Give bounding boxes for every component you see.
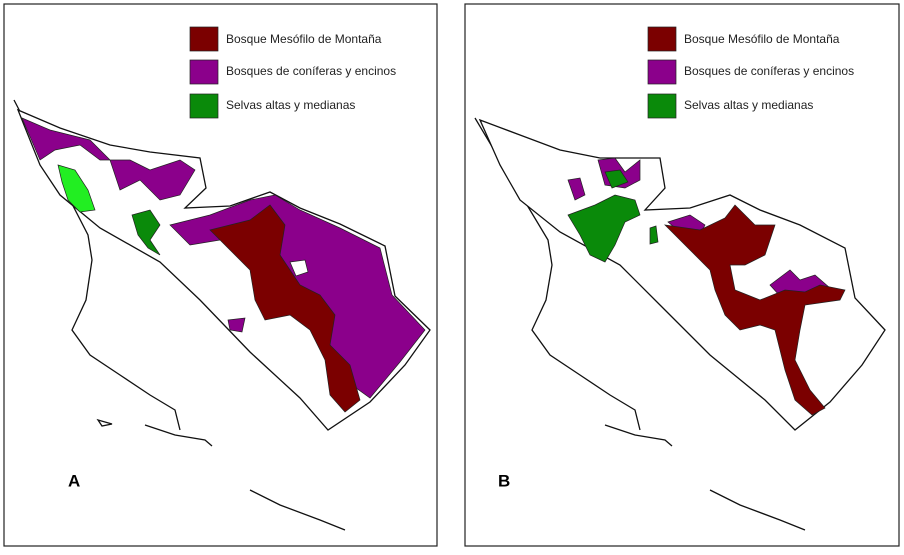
rainforest-area (567, 194, 641, 263)
coastline (709, 489, 806, 531)
legend-label: Selvas altas y medianas (684, 98, 813, 112)
legend-label: Bosques de coníferas y encinos (684, 64, 854, 78)
legend-swatch (647, 59, 677, 85)
panel-a: Bosque Mesófilo de Montaña Bosques de co… (3, 3, 438, 547)
gap (289, 259, 309, 277)
coastline (144, 424, 213, 447)
legend-swatch (647, 26, 677, 52)
legend-swatch (189, 59, 219, 85)
rainforest-area (131, 209, 161, 256)
rainforest-area (649, 225, 659, 245)
panel-b: Bosque Mesófilo de Montaña Bosques de co… (464, 3, 900, 547)
island (96, 418, 113, 427)
legend-label: Bosques de coníferas y encinos (226, 64, 396, 78)
legend-swatch (189, 93, 219, 119)
coastline (249, 489, 346, 531)
conifer-area (227, 317, 246, 333)
legend-label: Selvas altas y medianas (226, 98, 355, 112)
cloud-forest (664, 204, 846, 416)
rainforest-area (57, 164, 96, 213)
legend-label: Bosque Mesófilo de Montaña (684, 32, 840, 46)
legend-swatch (189, 26, 219, 52)
coastline (604, 424, 673, 447)
cloud-forest (209, 204, 361, 413)
conifer-area (567, 177, 586, 201)
conifer-area (21, 117, 196, 201)
legend-label: Bosque Mesófilo de Montaña (226, 32, 382, 46)
rainforest-area (604, 169, 629, 189)
legend-swatch (647, 93, 677, 119)
panel-label: B (498, 471, 510, 490)
panel-label: A (68, 471, 80, 490)
